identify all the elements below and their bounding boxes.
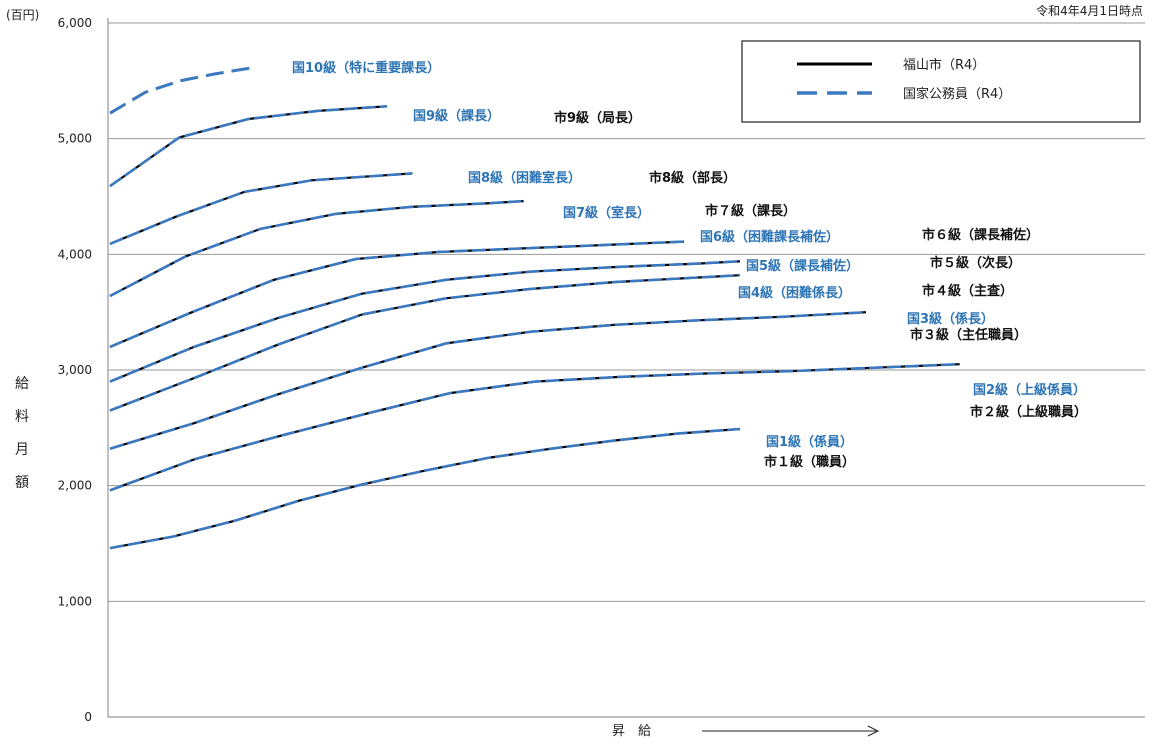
y-axis-title-char: 給 — [15, 376, 29, 392]
city-series-label: 市４級（主査） — [922, 283, 1013, 299]
y-tick-label: 5,000 — [58, 132, 92, 146]
city-series-label: 市５級（次長） — [930, 255, 1021, 271]
national-series-label: 国9級（課長） — [413, 108, 500, 124]
national-series-label: 国8級（困難室長） — [468, 170, 581, 186]
national-series-line — [109, 66, 251, 115]
city-series-label: 市７級（課長） — [705, 203, 796, 219]
x-axis-arrow-head — [867, 725, 880, 737]
city-series-line — [109, 240, 685, 348]
y-tick-label: 0 — [84, 710, 92, 724]
national-series-label: 国3級（係長） — [907, 311, 994, 327]
city-series-label: 市３級（主任職員） — [910, 327, 1027, 343]
y-axis-title-char: 月 — [15, 442, 29, 458]
national-series-label: 国7級（室長） — [563, 205, 650, 221]
city-series-line — [109, 200, 524, 297]
legend-label-city: 福山市（R4） — [903, 57, 985, 73]
y-axis-title-char: 額 — [15, 475, 29, 491]
legend-label-national: 国家公務員（R4） — [903, 86, 1011, 102]
city-series-line — [109, 427, 741, 550]
y-tick-label: 6,000 — [58, 16, 92, 30]
city-series-label: 市１級（職員） — [764, 454, 855, 470]
city-series-label: 市２級（上級職員） — [970, 404, 1087, 420]
city-series-line — [109, 172, 413, 245]
national-series-label: 国6級（困難課長補佐） — [700, 229, 839, 245]
national-series-label: 国4級（困難係長） — [738, 285, 851, 301]
national-series-label: 国10級（特に重要課長） — [292, 60, 440, 76]
y-tick-label: 2,000 — [58, 479, 92, 493]
national-series-line — [109, 199, 524, 298]
city-series-label: 市9級（局長） — [554, 110, 641, 126]
city-series-line — [109, 363, 961, 492]
national-series-label: 国1級（係員） — [766, 434, 853, 450]
city-series-label: 市６級（課長補佐） — [922, 227, 1039, 243]
y-tick-label: 3,000 — [58, 363, 92, 377]
national-series-line — [109, 427, 741, 550]
y-tick-label: 4,000 — [58, 247, 92, 261]
national-series-line — [109, 260, 741, 383]
city-series-line — [109, 311, 867, 450]
date-note: 令和4年4月1日時点 — [1036, 3, 1143, 18]
national-series-line — [109, 310, 867, 450]
y-tick-label: 1,000 — [58, 594, 92, 608]
y-unit-label: (百円) — [6, 8, 39, 22]
city-series-label: 市8級（部長） — [649, 170, 736, 186]
national-series-line — [109, 273, 741, 412]
national-series-label: 国2級（上級係員） — [973, 382, 1086, 398]
national-series-label: 国5級（課長補佐） — [746, 258, 859, 274]
y-axis-title-char: 料 — [15, 409, 29, 425]
national-series-line — [109, 240, 685, 349]
legend-box — [741, 40, 1141, 123]
x-axis-title: 昇 給 — [612, 724, 651, 739]
national-series-line — [109, 362, 961, 492]
national-series-line — [109, 105, 387, 188]
national-series-line — [109, 172, 413, 246]
